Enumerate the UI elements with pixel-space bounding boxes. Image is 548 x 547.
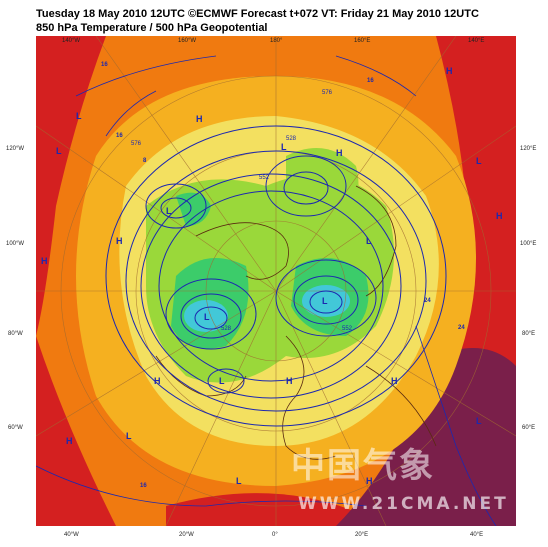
cold-region-north — [286, 148, 359, 226]
lon-label-right: 60°E — [522, 425, 536, 431]
high-pressure-mark: H — [336, 148, 343, 158]
low-pressure-mark: L — [281, 142, 287, 152]
watermark-cjk: 中国气象 — [291, 446, 435, 486]
high-pressure-mark: H — [446, 66, 453, 76]
map-canvas — [36, 36, 516, 526]
high-pressure-mark: H — [154, 376, 161, 386]
geopotential-contours — [105, 125, 447, 427]
lon-label-top: 180° — [270, 38, 283, 44]
low-pressure-mark: L — [126, 431, 132, 441]
low-pressure-mark: L — [236, 476, 242, 486]
lon-label-top: 140°E — [468, 38, 485, 44]
contour-label: 24 — [458, 325, 465, 331]
low-pressure-mark: L — [204, 312, 210, 322]
lon-label-bottom: 40°W — [64, 532, 79, 538]
hot-region-southwest — [36, 336, 116, 526]
watermark-url: WWW.21CMA.NET — [298, 494, 509, 514]
lon-label-bottom: 20°E — [355, 532, 369, 538]
lon-label-top: 140°W — [62, 38, 81, 44]
contour-label: 552 — [342, 326, 353, 332]
lon-label-right: 120°E — [520, 146, 537, 152]
low-pressure-mark: L — [219, 376, 225, 386]
map-title-line1: Tuesday 18 May 2010 12UTC ©ECMWF Forecas… — [36, 8, 479, 20]
high-pressure-mark: H — [496, 211, 503, 221]
lon-label-left: 80°W — [8, 331, 23, 337]
high-pressure-mark: H — [116, 236, 123, 246]
lon-label-left: 100°W — [6, 241, 25, 247]
contour-label: 8 — [143, 158, 147, 164]
low-pressure-mark: L — [366, 236, 372, 246]
contour-label: 24 — [424, 298, 431, 304]
contour-label: 16 — [101, 62, 108, 68]
low-pressure-mark: L — [476, 416, 482, 426]
low-pressure-mark: L — [56, 146, 62, 156]
contour-label: 528 — [286, 136, 297, 142]
lon-label-left: 60°W — [8, 425, 23, 431]
low-pressure-mark: L — [322, 296, 328, 306]
lon-label-top: 160°W — [178, 38, 197, 44]
contour-label: 576 — [322, 90, 333, 96]
low-pressure-mark: L — [476, 156, 482, 166]
colder-region-north — [176, 192, 211, 226]
hot-region-west — [36, 36, 106, 336]
high-pressure-mark: H — [41, 256, 48, 266]
lon-label-bottom: 0° — [272, 532, 278, 538]
high-pressure-mark: H — [286, 376, 293, 386]
map-title-line2: 850 hPa Temperature / 500 hPa Geopotenti… — [36, 22, 268, 34]
lon-label-right: 80°E — [522, 331, 536, 337]
high-pressure-mark: H — [391, 376, 398, 386]
lon-label-left: 120°W — [6, 146, 25, 152]
contour-label: 16 — [140, 483, 147, 489]
low-pressure-mark: L — [76, 111, 82, 121]
lon-label-bottom: 40°E — [470, 532, 484, 538]
contour-label: 528 — [221, 326, 232, 332]
coastlines — [155, 185, 437, 460]
lon-label-right: 100°E — [520, 241, 537, 247]
contour-label: 16 — [367, 78, 374, 84]
high-pressure-mark: H — [66, 436, 73, 446]
contour-label: 552 — [259, 175, 270, 181]
temperature-isotherms — [36, 55, 497, 526]
low-pressure-mark: L — [166, 206, 172, 216]
high-pressure-mark: H — [196, 114, 203, 124]
forecast-map: 16 16 8 576 552 528 528 552 576 24 24 16… — [36, 36, 516, 526]
contour-label: 576 — [131, 141, 142, 147]
lon-label-bottom: 20°W — [179, 532, 194, 538]
high-pressure-mark: H — [366, 476, 373, 486]
contour-label: 16 — [116, 133, 123, 139]
lon-label-top: 160°E — [354, 38, 371, 44]
